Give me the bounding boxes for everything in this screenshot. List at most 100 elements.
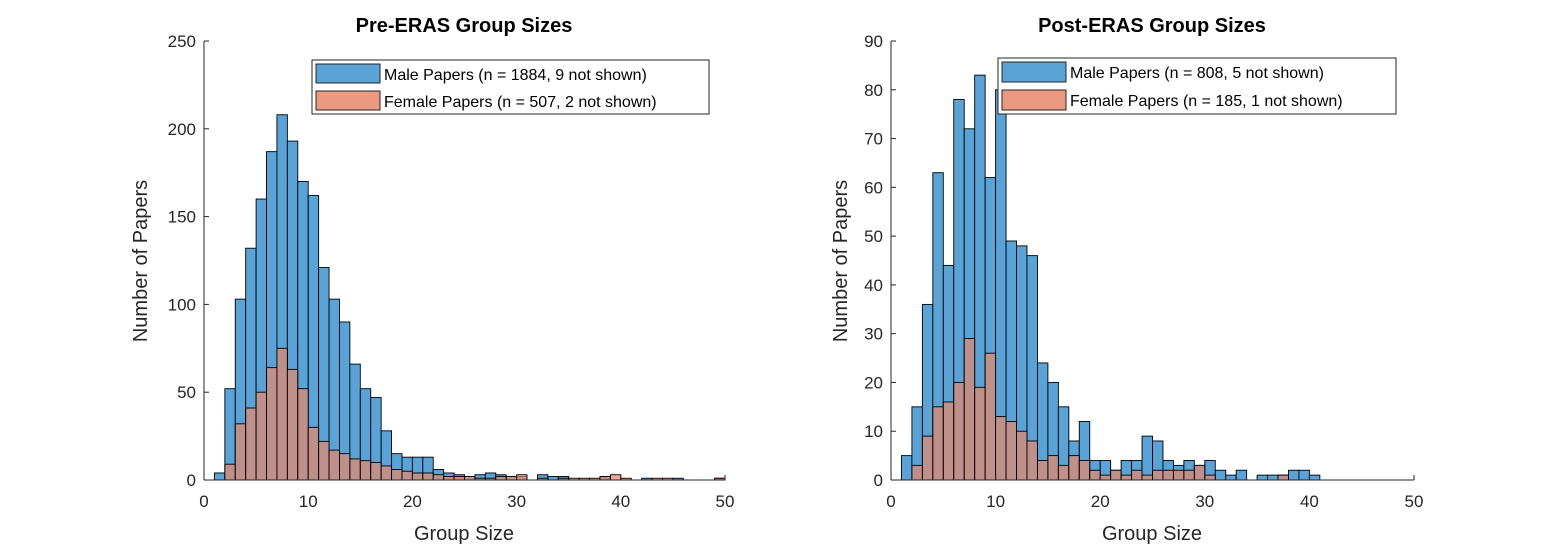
y-axis-label: Number of Papers — [830, 180, 852, 342]
x-axis-label: Group Size — [414, 523, 514, 545]
bar-female — [1204, 474, 1216, 481]
bar-female — [1141, 474, 1153, 481]
bar-female — [401, 470, 413, 481]
x-tick-label: 20 — [1091, 492, 1110, 511]
bar-female — [453, 476, 465, 481]
bar-female — [411, 472, 424, 481]
bar-female — [1277, 474, 1289, 481]
y-tick-label: 40 — [864, 276, 883, 295]
y-tick-label: 80 — [864, 81, 883, 100]
chart-title: Pre-ERAS Group Sizes — [356, 15, 573, 37]
bar-female — [245, 407, 257, 481]
legend-label-female: Female Papers (n = 507, 2 not shown) — [384, 94, 657, 111]
bar-male — [1225, 474, 1237, 481]
bar-male — [901, 455, 913, 481]
y-tick-label: 50 — [177, 383, 196, 402]
y-tick-label: 20 — [864, 373, 883, 392]
x-tick-label: 30 — [1195, 492, 1214, 511]
legend: Male Papers (n = 808, 5 not shown) Female… — [997, 57, 1397, 115]
axes-group: 0 10 20 30 40 50 0 10 20 30 40 50 60 70 80 90 — [864, 32, 1423, 511]
legend-swatch-female — [315, 90, 381, 111]
bar-female — [276, 347, 288, 481]
x-tick-label: 50 — [716, 492, 735, 511]
bar-female — [255, 391, 267, 481]
bar-male — [1235, 469, 1248, 481]
bar-female — [1193, 464, 1206, 481]
x-tick-label: 50 — [1405, 492, 1424, 511]
bar-female — [1068, 455, 1080, 481]
chart-pre-eras: Pre-ERAS Group Sizes 0 10 20 30 40 50 0 50 100 15… — [130, 15, 734, 545]
bar-male — [1141, 435, 1153, 481]
x-tick-label: 0 — [886, 492, 895, 511]
x-tick-label: 40 — [1300, 492, 1319, 511]
bar-female — [286, 368, 299, 481]
bar-female — [1026, 440, 1038, 481]
legend-label-male: Male Papers (n = 808, 5 not shown) — [1070, 65, 1324, 82]
bar-female — [432, 474, 445, 481]
bar-female — [307, 426, 320, 481]
chart-title: Post-ERAS Group Sizes — [1038, 15, 1266, 37]
bar-female — [516, 474, 528, 481]
y-tick-label: 200 — [168, 120, 196, 139]
bar-female — [464, 476, 476, 481]
bar-female — [1172, 469, 1185, 481]
bar-female — [443, 476, 455, 481]
bar-female — [1110, 469, 1122, 481]
bar-female — [422, 472, 434, 481]
bar-female — [1005, 421, 1017, 481]
x-tick-label: 10 — [299, 492, 318, 511]
bar-female — [1057, 464, 1070, 481]
bar-female — [953, 381, 965, 481]
bars-group — [213, 114, 726, 481]
bar-male — [1214, 469, 1227, 481]
bar-male — [1288, 469, 1300, 481]
bar-female — [609, 474, 622, 481]
bar-female — [505, 476, 518, 481]
bar-female — [359, 460, 372, 481]
bar-female — [1183, 469, 1195, 481]
bar-male — [1308, 474, 1321, 481]
bar-male — [1267, 474, 1279, 481]
bar-female — [1016, 430, 1028, 481]
y-tick-label: 30 — [864, 325, 883, 344]
legend-label-male: Male Papers (n = 1884, 9 not shown) — [384, 67, 647, 84]
bar-male — [1298, 469, 1310, 481]
y-tick-label: 60 — [864, 178, 883, 197]
bar-female — [318, 440, 330, 481]
x-tick-label: 0 — [199, 492, 208, 511]
bar-female — [974, 386, 986, 481]
x-tick-label: 20 — [403, 492, 422, 511]
bar-female — [1162, 469, 1174, 481]
bar-female — [942, 401, 955, 481]
bar-female — [599, 476, 611, 481]
bar-female — [1047, 455, 1059, 481]
legend: Male Papers (n = 1884, 9 not shown) Femal… — [311, 59, 710, 115]
x-axis-label: Group Size — [1102, 523, 1202, 545]
bar-female — [1131, 469, 1143, 481]
bar-female — [1099, 474, 1112, 481]
bar-female — [984, 352, 997, 481]
bar-female — [339, 453, 351, 481]
chart-post-eras: Post-ERAS Group Sizes 0 10 20 30 40 50 0 10 20 30… — [830, 15, 1423, 545]
bar-female — [1036, 460, 1049, 481]
legend-swatch-male — [1001, 61, 1067, 83]
bar-male — [547, 476, 559, 481]
x-tick-label: 40 — [611, 492, 630, 511]
bar-female — [1089, 469, 1101, 481]
legend-label-female: Female Papers (n = 185, 1 not shown) — [1070, 93, 1343, 110]
legend-swatch-male — [315, 63, 381, 84]
bar-female — [328, 449, 340, 481]
x-tick-label: 10 — [986, 492, 1005, 511]
bar-female — [349, 458, 361, 481]
y-tick-label: 100 — [168, 295, 196, 314]
bar-male — [1256, 474, 1269, 481]
bar-female — [370, 461, 382, 481]
bar-female — [224, 463, 236, 481]
bar-female — [1152, 469, 1164, 481]
bar-male — [213, 472, 226, 481]
y-tick-label: 250 — [168, 32, 196, 51]
y-tick-label: 90 — [864, 32, 883, 51]
bar-female — [495, 476, 507, 481]
bar-female — [963, 338, 976, 481]
